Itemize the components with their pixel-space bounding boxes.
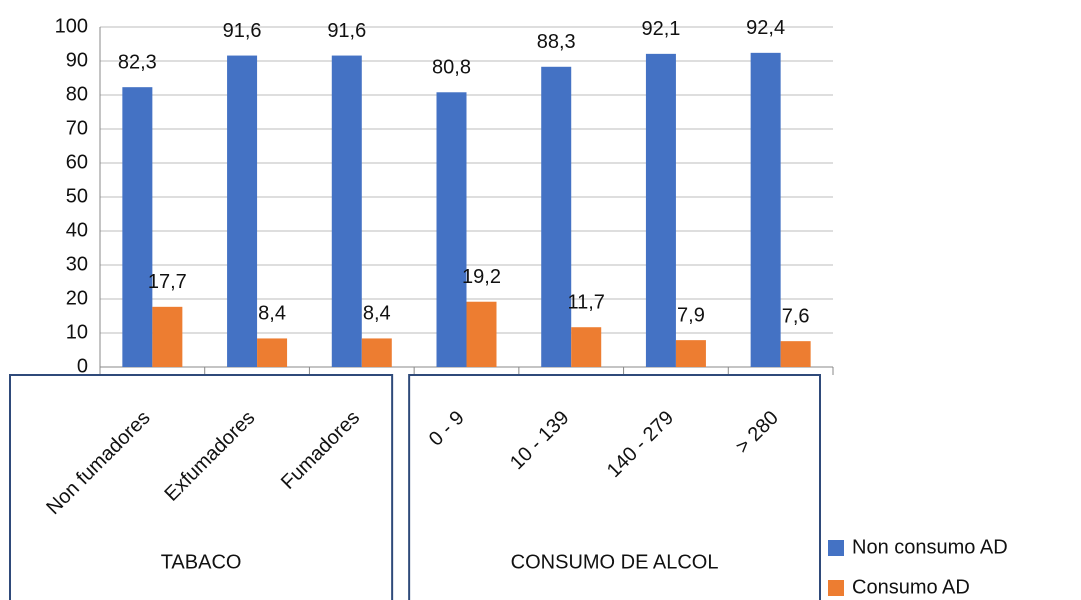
value-label: 80,8 [432,57,471,79]
bar [361,338,392,367]
x-tick-label: > 280 [732,407,783,458]
value-label: 11,7 [567,292,604,314]
bar [780,341,811,367]
bar [227,55,258,368]
legend-swatch [828,580,844,596]
group-label: CONSUMO DE ALCOL [511,551,719,573]
x-tick-label: 0 - 9 [425,407,469,451]
value-label: 7,6 [782,305,810,327]
value-label: 19,2 [462,266,501,288]
legend-label: Consumo AD [852,576,970,598]
y-tick-label: 10 [66,321,88,343]
x-tick-label: Non fumadores [42,407,154,519]
bar [750,52,781,368]
y-tick-label: 80 [66,83,88,105]
bar [122,87,153,368]
y-tick-label: 100 [55,15,88,37]
bar [466,301,497,367]
y-tick-label: 70 [66,117,88,139]
value-label: 8,4 [363,303,391,325]
x-tick-label: 10 - 139 [506,407,573,474]
value-label: 88,3 [537,31,576,53]
bar [331,55,362,368]
y-tick-label: 30 [66,253,88,275]
value-label: 92,4 [746,17,785,39]
bar [152,306,183,367]
value-label: 92,1 [641,18,680,40]
x-tick-label: 140 - 279 [603,407,678,482]
value-label: 7,9 [677,304,705,326]
group-label: TABACO [161,551,242,573]
bar [257,338,288,367]
y-tick-label: 50 [66,185,88,207]
bar [436,92,467,367]
legend-label: Non consumo AD [852,536,1008,558]
bar [675,340,706,367]
bar [645,53,676,368]
y-tick-label: 20 [66,287,88,309]
value-label: 91,6 [327,20,366,42]
group-box [9,374,394,600]
y-tick-label: 40 [66,219,88,241]
x-tick-label: Exfumadores [160,407,259,506]
y-tick-label: 90 [66,49,88,71]
y-tick-label: 0 [77,355,88,377]
value-label: 17,7 [148,271,187,293]
bar [571,327,602,367]
y-tick-label: 60 [66,151,88,173]
value-label: 91,6 [223,20,262,42]
value-label: 82,3 [118,51,157,73]
bar [541,66,572,367]
legend-swatch [828,540,844,556]
group-box [408,374,821,600]
value-label: 8,4 [258,303,286,325]
x-tick-label: Fumadores [277,407,364,494]
